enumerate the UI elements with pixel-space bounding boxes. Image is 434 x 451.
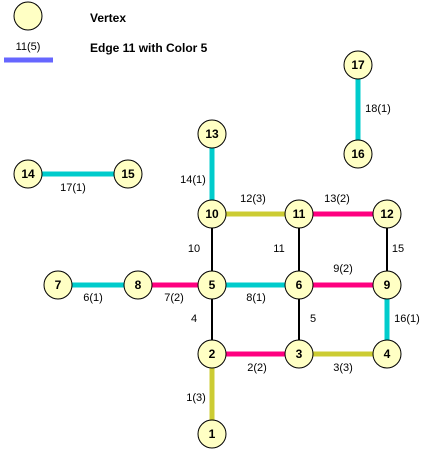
vertex-circle — [197, 270, 227, 300]
vertex-label: 1 — [209, 427, 216, 441]
vertex-label: 14 — [21, 167, 35, 181]
legend: Vertex 11(5) Edge 11 with Color 5 — [4, 1, 208, 63]
vertex-13: 13 — [197, 119, 227, 149]
vertex-label: 15 — [121, 167, 135, 181]
vertex-4: 4 — [372, 339, 402, 369]
vertex-circle — [284, 339, 314, 369]
vertex-label: 4 — [384, 347, 391, 361]
edge-label: 10 — [188, 243, 200, 255]
vertex-9: 9 — [372, 270, 402, 300]
vertex-circle — [372, 339, 402, 369]
vertex-label: 16 — [351, 147, 365, 161]
vertex-label: 2 — [209, 347, 216, 361]
edge-label: 17(1) — [60, 182, 86, 194]
edge-label: 16(1) — [394, 313, 420, 325]
vertex-circle — [123, 270, 153, 300]
vertex-circle — [197, 419, 227, 449]
vertex-3: 3 — [284, 339, 314, 369]
vertex-17: 17 — [343, 50, 373, 80]
vertex-6: 6 — [284, 270, 314, 300]
edge-label: 4 — [191, 313, 197, 325]
vertex-label: 5 — [209, 278, 216, 292]
edge-label: 6(1) — [83, 292, 103, 304]
legend-edge-sample-label: 11(5) — [16, 41, 41, 53]
vertex-5: 5 — [197, 270, 227, 300]
vertex-label: 8 — [135, 278, 142, 292]
vertex-label: 13 — [205, 127, 219, 141]
vertex-label: 9 — [384, 278, 391, 292]
vertex-circle — [343, 50, 373, 80]
vertex-16: 16 — [343, 139, 373, 169]
vertex-10: 10 — [197, 199, 227, 229]
vertex-circle — [284, 270, 314, 300]
vertex-circle — [284, 199, 314, 229]
edge-label: 18(1) — [365, 103, 391, 115]
edge-label: 1(3) — [186, 392, 206, 404]
vertex-label: 12 — [380, 207, 394, 221]
vertex-7: 7 — [43, 270, 73, 300]
vertex-label: 11 — [293, 207, 306, 221]
vertex-circle — [343, 139, 373, 169]
vertex-12: 12 — [372, 199, 402, 229]
vertex-circle — [13, 159, 43, 189]
edges-layer: 1(3) 2(2) 3(3) 4 5 6(1) 7(2) 8(1) 9(2) 10 11 12(3) 1… — [28, 65, 420, 434]
edge-label: 5 — [310, 313, 316, 325]
legend-vertex-circle — [13, 1, 43, 31]
vertex-15: 15 — [113, 159, 143, 189]
edge-label: 7(2) — [164, 292, 184, 304]
edge-label: 11 — [273, 243, 284, 255]
vertex-label: 7 — [55, 278, 62, 292]
edge-label: 15 — [392, 243, 404, 255]
vertex-label: 10 — [205, 207, 219, 221]
vertex-circle — [197, 199, 227, 229]
legend-edge-description: Edge 11 with Color 5 — [90, 41, 208, 55]
vertex-2: 2 — [197, 339, 227, 369]
vertex-1: 1 — [197, 419, 227, 449]
vertex-label: 17 — [351, 58, 365, 72]
edge-label: 2(2) — [247, 362, 267, 374]
vertex-circle — [43, 270, 73, 300]
vertex-8: 8 — [123, 270, 153, 300]
vertex-circle — [113, 159, 143, 189]
edge-label: 3(3) — [333, 362, 353, 374]
vertex-14: 14 — [13, 159, 43, 189]
edge-label: 9(2) — [333, 263, 353, 275]
legend-vertex-label: Vertex — [90, 11, 126, 25]
edge-label: 8(1) — [246, 292, 266, 304]
vertex-circle — [372, 199, 402, 229]
edge-label: 14(1) — [180, 174, 206, 186]
vertex-circle — [197, 339, 227, 369]
edge-label: 13(2) — [324, 193, 350, 205]
edge-label: 12(3) — [240, 193, 266, 205]
vertex-label: 6 — [296, 278, 303, 292]
vertex-label: 3 — [296, 347, 303, 361]
vertex-circle — [372, 270, 402, 300]
vertex-circle — [197, 119, 227, 149]
vertex-11: 11 — [284, 199, 314, 229]
